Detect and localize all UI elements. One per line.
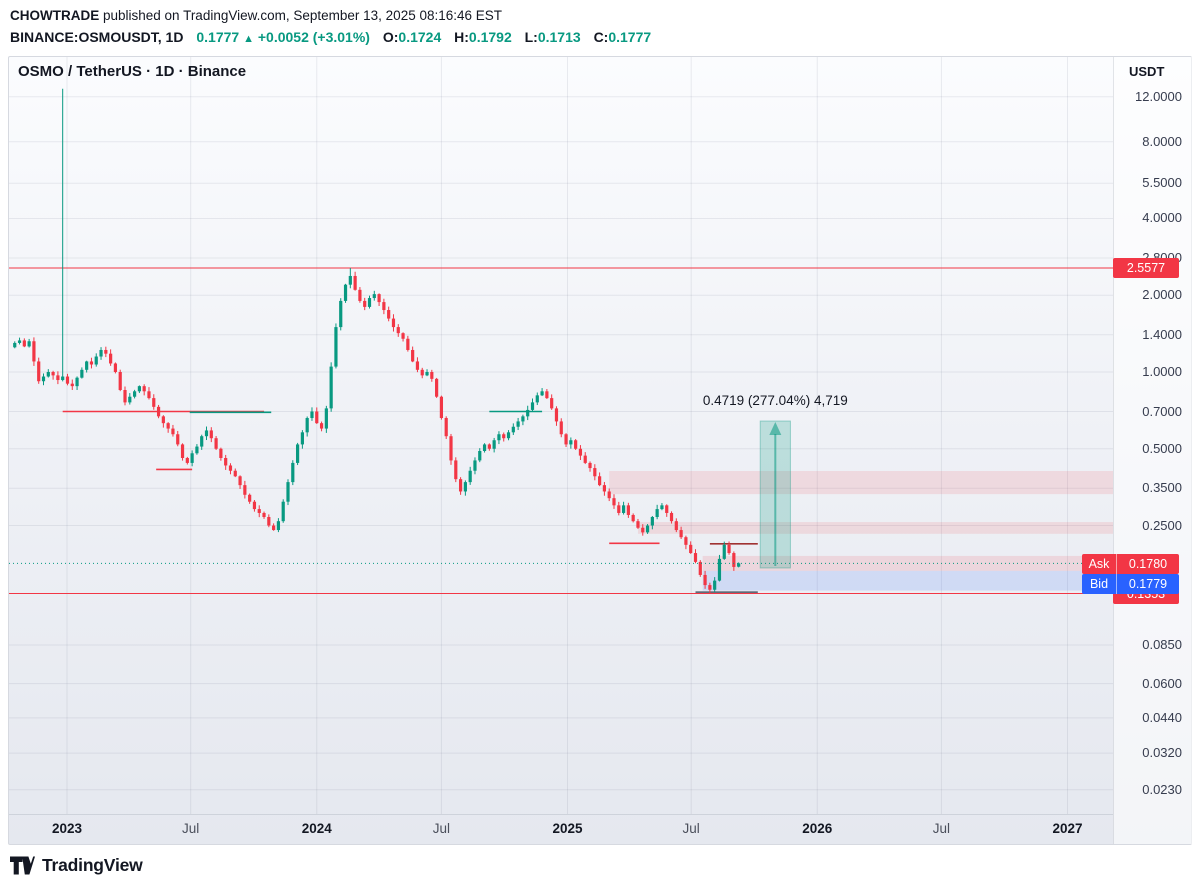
- high-value: 0.1792: [468, 29, 512, 45]
- tradingview-logo-icon[interactable]: [10, 855, 35, 876]
- ask-price-tag: Ask 0.1780: [1082, 553, 1179, 574]
- ask-value: 0.1780: [1128, 556, 1168, 571]
- price-axis-label: 0.0230: [1142, 781, 1182, 797]
- time-axis-label: Jul: [682, 821, 700, 836]
- price-axis-label: 5.5000: [1142, 175, 1182, 191]
- open-value: 0.1724: [398, 29, 442, 45]
- price-axis[interactable]: USDT 12.00008.00005.50004.00002.80002.00…: [1113, 57, 1192, 844]
- price-axis-label: 0.5000: [1142, 440, 1182, 456]
- time-axis-label: Jul: [432, 821, 451, 836]
- price-change: +0.0052 (+3.01%): [257, 29, 370, 45]
- publish-header: CHOWTRADE published on TradingView.com, …: [0, 0, 1200, 56]
- measure-arrow-icon: [769, 422, 782, 436]
- resistance-price-tag: 2.5577: [1113, 257, 1179, 278]
- low-label: L:: [524, 29, 538, 45]
- price-axis-label: 8.0000: [1142, 133, 1182, 149]
- time-axis-label: 2023: [51, 821, 83, 836]
- time-axis[interactable]: 2023 Jul 2024 Jul 2025 Jul 2026 Jul 2027: [9, 814, 1113, 845]
- chart-title: OSMO / TetherUS · 1D · Binance: [18, 63, 247, 80]
- author-name: CHOWTRADE: [10, 8, 100, 23]
- time-axis-label: 2027: [1052, 821, 1083, 836]
- price-axis-label: 0.0600: [1142, 675, 1182, 691]
- high-label: H:: [454, 29, 469, 45]
- price-zone[interactable]: [637, 522, 1113, 534]
- price-zone[interactable]: [702, 555, 1113, 571]
- price-axis-label: 4.0000: [1142, 210, 1182, 226]
- ask-label: Ask: [1082, 553, 1117, 574]
- change-arrow-icon: ▲: [243, 33, 254, 45]
- published-text: published on TradingView.com, September …: [99, 8, 503, 23]
- bid-price-tag: Bid 0.1779: [1082, 573, 1179, 594]
- close-label: C:: [593, 29, 609, 45]
- price-zone[interactable]: [702, 570, 1113, 591]
- price-axis-label: 12.0000: [1135, 88, 1182, 104]
- price-zone[interactable]: [609, 471, 1113, 495]
- symbol-name: BINANCE:OSMOUSDT, 1D: [10, 29, 184, 45]
- time-axis-label: 2026: [802, 821, 833, 836]
- low-value: 0.1713: [537, 29, 581, 45]
- price-axis-label: 1.0000: [1142, 364, 1182, 379]
- tradingview-wordmark[interactable]: TradingView: [42, 855, 143, 875]
- close-value: 0.1777: [608, 29, 652, 45]
- bid-value: 0.1779: [1128, 576, 1168, 591]
- price-axis-label: 0.0320: [1142, 745, 1182, 761]
- axis-currency-label: USDT: [1129, 64, 1165, 79]
- footer-bar: TradingView: [0, 845, 1200, 886]
- chart-frame: 0.4719 (277.04%) 4,719 OSMO / TetherUS ·…: [8, 56, 1192, 845]
- time-axis-label: 2025: [552, 821, 583, 836]
- time-axis-label: Jul: [182, 821, 200, 836]
- price-axis-label: 0.2500: [1142, 517, 1182, 533]
- symbol-summary: BINANCE:OSMOUSDT, 1D 0.1777 ▲ +0.0052 (+…: [10, 28, 1190, 48]
- open-label: O:: [382, 29, 399, 45]
- time-axis-label: 2024: [301, 821, 332, 836]
- price-axis-label: 2.0000: [1142, 287, 1182, 303]
- publish-line: CHOWTRADE published on TradingView.com, …: [10, 7, 1190, 24]
- candlestick-chart[interactable]: 0.4719 (277.04%) 4,719: [9, 57, 1113, 814]
- price-axis-label: 0.0850: [1142, 636, 1182, 652]
- last-price-value: 0.1777: [196, 29, 240, 45]
- price-axis-label: 0.3500: [1142, 480, 1182, 496]
- price-axis-label: 1.4000: [1142, 326, 1182, 342]
- price-axis-label: 0.0440: [1142, 709, 1182, 725]
- time-axis-label: Jul: [932, 821, 951, 836]
- bid-label: Bid: [1082, 573, 1117, 594]
- price-axis-label: 0.7000: [1142, 403, 1182, 419]
- measure-label: 0.4719 (277.04%) 4,719: [703, 393, 848, 408]
